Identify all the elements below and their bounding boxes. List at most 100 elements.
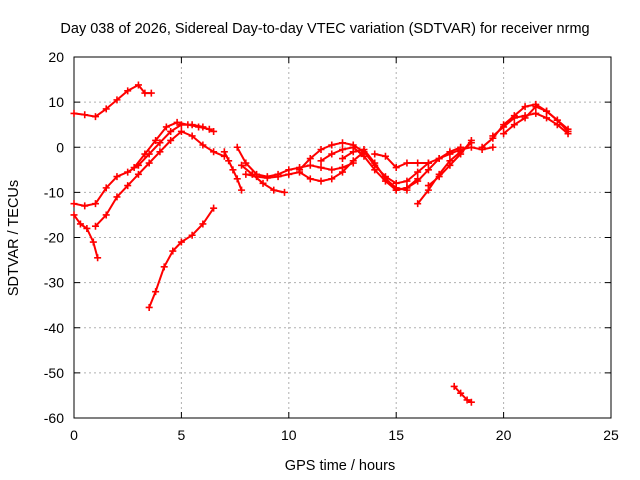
data-point <box>450 382 458 390</box>
data-point <box>167 127 175 135</box>
data-point <box>156 148 164 156</box>
data-point <box>152 288 160 296</box>
data-point <box>489 132 497 140</box>
data-point <box>403 177 411 185</box>
data-point <box>184 121 192 129</box>
data-point <box>263 174 271 182</box>
y-tick-label: -20 <box>44 230 64 246</box>
data-point <box>238 161 246 169</box>
data-point <box>500 123 508 131</box>
data-point <box>446 148 454 156</box>
data-point <box>145 159 153 167</box>
data-point <box>424 159 432 167</box>
data-point <box>169 247 177 255</box>
data-point <box>162 123 170 131</box>
data-point <box>435 173 443 181</box>
data-point <box>510 114 518 122</box>
data-point <box>371 150 379 158</box>
data-point <box>156 139 164 147</box>
series-line <box>73 84 153 118</box>
data-point <box>102 184 110 192</box>
data-point <box>145 303 153 311</box>
data-point <box>102 105 110 113</box>
data-point <box>306 161 314 169</box>
series-arc-2 <box>70 121 218 210</box>
data-point <box>403 184 411 192</box>
data-point <box>414 168 422 176</box>
y-tick-label: -30 <box>44 275 64 291</box>
data-point <box>317 157 325 165</box>
data-point <box>253 173 261 181</box>
data-point <box>328 141 336 149</box>
data-point <box>94 254 102 262</box>
data-point <box>124 168 132 176</box>
series-arc-3 <box>70 211 102 262</box>
data-point <box>381 175 389 183</box>
data-point <box>403 159 411 167</box>
y-tick-labels: -60 -50 -40 -30 -20 -10 0 10 20 <box>44 49 64 426</box>
data-point <box>188 231 196 239</box>
data-point <box>553 116 561 124</box>
data-point <box>134 81 142 89</box>
data-point <box>70 109 78 117</box>
data-point <box>360 152 368 160</box>
data-point <box>81 202 89 210</box>
data-point <box>113 193 121 201</box>
data-point <box>177 238 185 246</box>
data-point <box>167 136 175 144</box>
data-point <box>424 182 432 190</box>
series-arc-20 <box>500 103 572 138</box>
axis-ticks <box>73 56 612 419</box>
data-point <box>510 121 518 129</box>
x-axis-label: GPS time / hours <box>285 458 395 474</box>
data-point <box>424 166 432 174</box>
x-tick-label: 20 <box>496 427 512 443</box>
data-point <box>543 107 551 115</box>
data-point <box>414 159 422 167</box>
data-point <box>102 211 110 219</box>
data-point <box>360 146 368 154</box>
data-point <box>81 111 89 119</box>
series-arc-1 <box>70 81 155 121</box>
data-point <box>225 157 233 165</box>
data-series <box>70 81 572 406</box>
data-point <box>392 164 400 172</box>
data-point <box>467 398 475 406</box>
data-point <box>349 148 357 156</box>
data-point <box>124 182 132 190</box>
data-point <box>205 125 213 133</box>
x-tick-label: 5 <box>178 427 186 443</box>
x-tick-label: 15 <box>388 427 404 443</box>
data-point <box>489 143 497 151</box>
series-arc-5 <box>145 204 218 311</box>
data-point <box>281 188 289 196</box>
data-point <box>349 157 357 165</box>
series-line <box>453 385 473 404</box>
series-line <box>148 207 215 309</box>
data-point <box>457 150 465 158</box>
data-point <box>160 263 168 271</box>
data-point <box>285 170 293 178</box>
y-tick-label: -60 <box>44 410 64 426</box>
data-point <box>328 175 336 183</box>
data-point <box>296 166 304 174</box>
data-point <box>414 177 422 185</box>
data-point <box>195 123 203 131</box>
data-point <box>113 173 121 181</box>
data-point <box>188 132 196 140</box>
data-point <box>134 170 142 178</box>
data-point <box>70 200 78 208</box>
data-point <box>467 136 475 144</box>
x-tick-label: 10 <box>281 427 297 443</box>
data-point <box>317 164 325 172</box>
data-point <box>210 148 218 156</box>
data-point <box>220 148 228 156</box>
data-point <box>91 222 99 230</box>
data-point <box>70 211 78 219</box>
x-tick-labels: 0 5 10 15 20 25 <box>70 427 619 443</box>
y-tick-label: -40 <box>44 320 64 336</box>
data-point <box>371 166 379 174</box>
data-point <box>89 238 97 246</box>
data-point <box>83 224 91 232</box>
